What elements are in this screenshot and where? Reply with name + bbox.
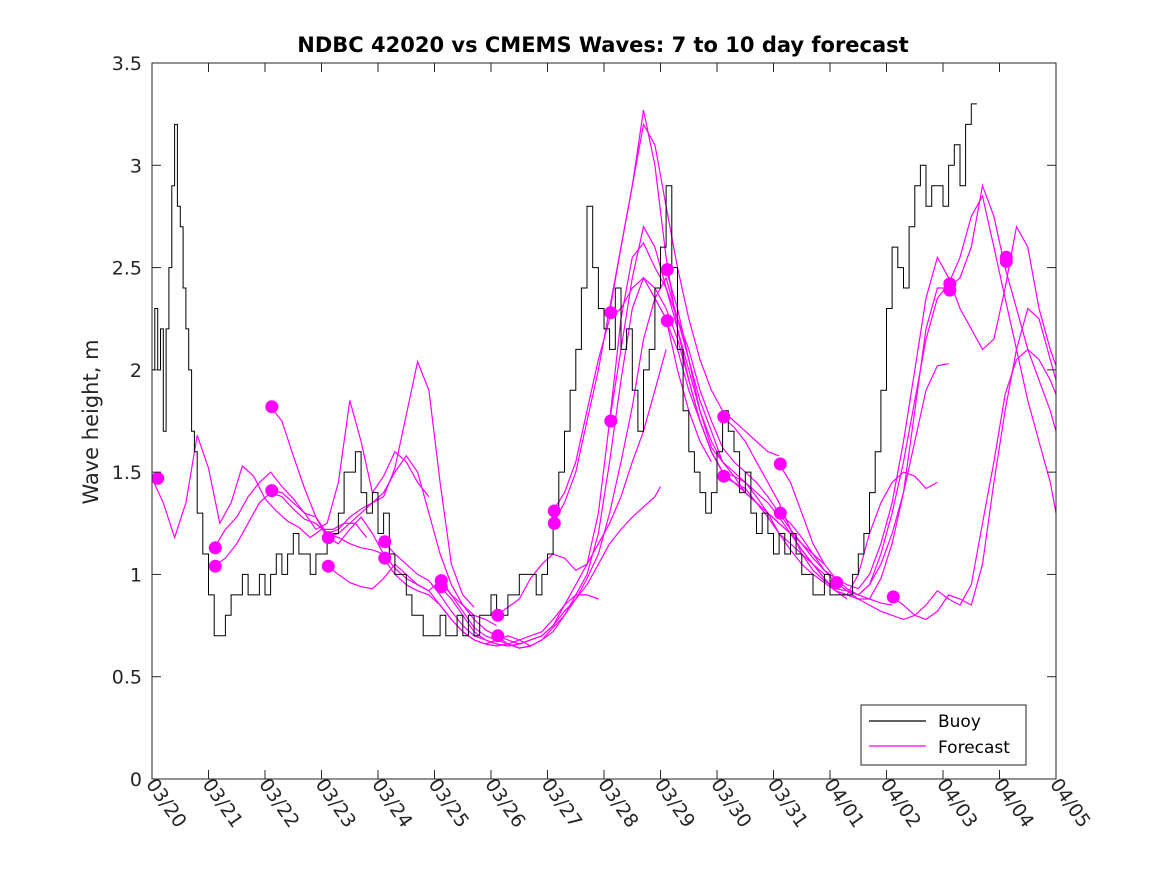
forecast-series-line-0 xyxy=(152,435,368,540)
forecast-start-marker xyxy=(830,576,844,590)
forecast-series-line-11 xyxy=(496,241,757,616)
forecast-start-marker xyxy=(660,314,674,328)
forecast-series-line-2 xyxy=(213,491,384,567)
forecast-start-marker xyxy=(378,551,392,565)
forecast-markers xyxy=(152,250,1013,643)
plot-area xyxy=(152,103,1056,649)
forecast-series-line-18 xyxy=(665,320,938,596)
forecast-start-marker xyxy=(152,471,165,485)
y-tick-label: 2 xyxy=(130,360,142,382)
forecast-start-marker xyxy=(943,283,957,297)
forecast-start-marker xyxy=(208,559,222,573)
forecast-start-marker xyxy=(491,608,505,622)
forecast-start-marker xyxy=(321,559,335,573)
y-tick-label: 1 xyxy=(130,564,142,586)
forecast-start-marker xyxy=(604,306,618,320)
forecast-series-line-10 xyxy=(439,349,667,647)
forecast-start-marker xyxy=(886,590,900,604)
forecast-start-marker xyxy=(434,580,448,594)
legend: Buoy Forecast xyxy=(860,704,1027,766)
forecast-series-line-22 xyxy=(778,194,1056,596)
forecast-start-marker xyxy=(378,535,392,549)
forecast-start-marker xyxy=(604,414,618,428)
forecast-start-marker xyxy=(773,457,787,471)
y-tick-label: 0.5 xyxy=(112,667,142,689)
forecast-start-marker xyxy=(265,484,279,498)
forecast-series-line-20 xyxy=(722,224,1056,590)
forecast-start-marker xyxy=(999,254,1013,268)
forecast-start-marker xyxy=(321,531,335,545)
forecast-series-line-6 xyxy=(326,454,520,645)
chart-title: NDBC 42020 vs CMEMS Waves: 7 to 10 day f… xyxy=(297,33,908,57)
forecast-start-marker xyxy=(773,506,787,520)
forecast-start-marker xyxy=(547,516,561,530)
forecast-series-line-24 xyxy=(891,307,1056,621)
y-tick-label: 2.5 xyxy=(112,258,142,280)
forecast-start-marker xyxy=(717,410,731,424)
legend-box xyxy=(860,704,1027,766)
y-tick-label: 3.5 xyxy=(112,53,142,75)
forecast-start-marker xyxy=(208,541,222,555)
forecast-start-marker xyxy=(265,400,279,414)
y-tick-label: 1.5 xyxy=(112,462,142,484)
forecast-series-line-23 xyxy=(835,348,1056,621)
forecast-series-line-12 xyxy=(496,276,712,649)
legend-forecast-label: Forecast xyxy=(938,738,1010,758)
legend-buoy-label: Buoy xyxy=(938,712,981,732)
forecast-start-marker xyxy=(491,629,505,643)
forecast-start-marker xyxy=(547,504,561,518)
y-axis: 0 0.5 1 1.5 2 2.5 3 3.5 xyxy=(112,53,1056,791)
y-axis-label: Wave height, m xyxy=(79,339,103,504)
forecast-start-marker xyxy=(717,469,731,483)
y-tick-label: 3 xyxy=(130,155,142,177)
forecast-series-line-16 xyxy=(609,225,825,565)
forecast-start-marker xyxy=(660,263,674,277)
y-tick-label: 0 xyxy=(130,769,142,791)
